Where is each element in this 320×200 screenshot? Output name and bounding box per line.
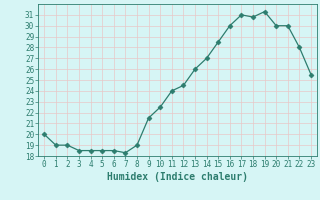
X-axis label: Humidex (Indice chaleur): Humidex (Indice chaleur) [107, 172, 248, 182]
